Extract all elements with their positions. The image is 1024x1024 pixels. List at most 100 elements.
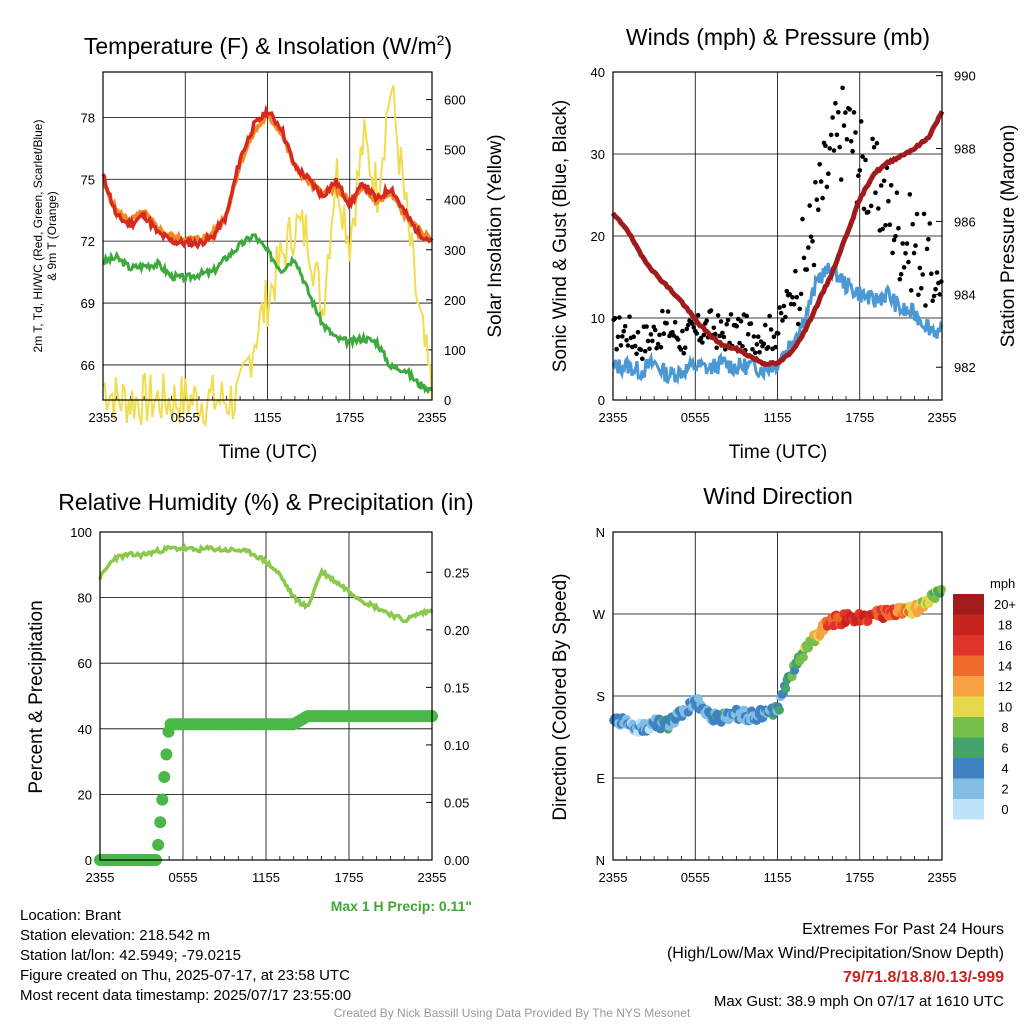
dewpoint-line	[102, 233, 434, 395]
x-tick-label: 1755	[845, 410, 874, 425]
gust-point	[771, 334, 777, 340]
colorbar-swatch	[953, 778, 984, 799]
direction-point	[798, 652, 808, 662]
gust-point	[672, 319, 678, 325]
winds-tick-labels: 2355 0555 1155 1755 2355 0 10 20 30 40 982 984 986 98…	[591, 65, 976, 425]
pressure-ylabel: Station Pressure (Maroon)	[998, 125, 1019, 348]
gust-point	[874, 140, 880, 146]
gust-point	[911, 250, 917, 256]
gust-point	[675, 337, 681, 342]
humidity-title: Relative Humidity (%) & Precipitation (i…	[58, 489, 473, 515]
y-tick-label: N	[596, 853, 605, 868]
gust-point	[917, 265, 923, 271]
gust-point	[897, 276, 903, 282]
colorbar-label: 2	[1001, 782, 1008, 797]
gust-point	[910, 221, 915, 227]
gust-point	[837, 144, 842, 150]
x-tick-label: 1755	[335, 410, 364, 425]
gust-point	[657, 332, 662, 338]
gust-point	[934, 270, 940, 275]
y2-tick-label: 400	[444, 193, 466, 208]
colorbar-swatch	[953, 696, 984, 717]
gust-point	[622, 324, 628, 329]
precip-point	[156, 793, 169, 806]
y-tick-label: 100	[70, 525, 92, 540]
gust-point	[754, 342, 760, 347]
y2-tick-label: 0.05	[444, 795, 469, 810]
gust-point	[783, 314, 788, 320]
gust-point	[691, 325, 697, 330]
direction-point	[781, 684, 791, 694]
gust-point	[617, 315, 622, 320]
gust-point	[612, 316, 618, 321]
gust-point	[753, 350, 758, 356]
colorbar-swatch	[953, 758, 984, 779]
gust-point	[926, 237, 931, 242]
colorbar-label: 8	[1001, 720, 1008, 735]
gust-point	[848, 138, 854, 144]
gust-point	[717, 333, 722, 339]
y2-tick-label: 300	[444, 243, 466, 258]
colorbar-swatch	[953, 737, 984, 758]
gust-point	[650, 338, 655, 344]
x-tick-label: 2355	[599, 410, 628, 425]
y2-tick-label: 500	[444, 143, 466, 158]
gust-point	[664, 321, 669, 326]
wind-direction-title: Wind Direction	[703, 483, 853, 509]
gust-point	[913, 243, 918, 248]
y-tick-label: 60	[78, 656, 92, 671]
gust-point	[891, 237, 897, 243]
x-tick-label: 2355	[418, 410, 447, 425]
temperature-series	[101, 84, 434, 428]
gust-point	[763, 322, 768, 328]
gust-point	[930, 298, 935, 304]
gust-point	[927, 221, 933, 226]
y-tick-label: E	[596, 771, 605, 786]
gust-point	[780, 318, 785, 323]
gust-point	[878, 183, 884, 188]
gust-point	[625, 343, 631, 348]
gust-point	[811, 262, 817, 268]
y-tick-label: 40	[591, 65, 605, 80]
humidity-ylabel: Percent & Precipitation	[26, 600, 47, 793]
gust-point	[924, 246, 930, 252]
humidity-panel: Relative Humidity (%) & Precipitation (i…	[26, 489, 474, 914]
gust-point	[836, 109, 841, 115]
gust-point	[858, 119, 864, 124]
gust-point	[824, 184, 830, 190]
y-tick-label: 20	[591, 229, 605, 244]
gust-point	[826, 171, 831, 176]
gust-point	[781, 303, 787, 309]
gust-point	[857, 168, 863, 173]
recent-data-text: Most recent data timestamp: 2025/07/17 2…	[20, 987, 352, 1004]
gust-point	[614, 346, 619, 352]
colorbar-label: 12	[998, 679, 1012, 694]
gust-point	[768, 327, 774, 332]
gust-point	[806, 245, 811, 250]
gust-point	[816, 207, 821, 212]
gust-point	[923, 303, 928, 308]
gust-point	[830, 115, 835, 120]
x-tick-label: 1755	[335, 870, 364, 885]
gust-point	[711, 325, 717, 331]
gust-point	[817, 162, 822, 167]
gust-point	[695, 312, 701, 318]
gust-point	[798, 291, 804, 297]
y-tick-label: 66	[81, 358, 95, 373]
gust-point	[755, 334, 761, 340]
winds-xlabel: Time (UTC)	[729, 442, 828, 463]
direction-point	[774, 705, 784, 715]
x-tick-label: 2355	[928, 870, 957, 885]
x-tick-label: 0555	[681, 410, 710, 425]
colorbar-title: mph	[990, 576, 1015, 591]
gust-point	[790, 295, 795, 300]
gust-point	[834, 132, 840, 138]
gust-point	[631, 334, 636, 340]
gust-point	[721, 334, 727, 340]
speed-colorbar: mph 20+ 18 16 14 12 10 8 6 4 2 0	[953, 576, 1016, 820]
winds-plot-frame	[612, 71, 943, 401]
humidity-tick-labels: 2355 0555 1155 1755 2355 0 20 40 60 80 100 0.00 0.05…	[70, 525, 469, 885]
winds-panel: Winds (mph) & Pressure (mb) Time (UTC) S…	[550, 24, 1019, 463]
y2-tick-label: 0.00	[444, 853, 469, 868]
